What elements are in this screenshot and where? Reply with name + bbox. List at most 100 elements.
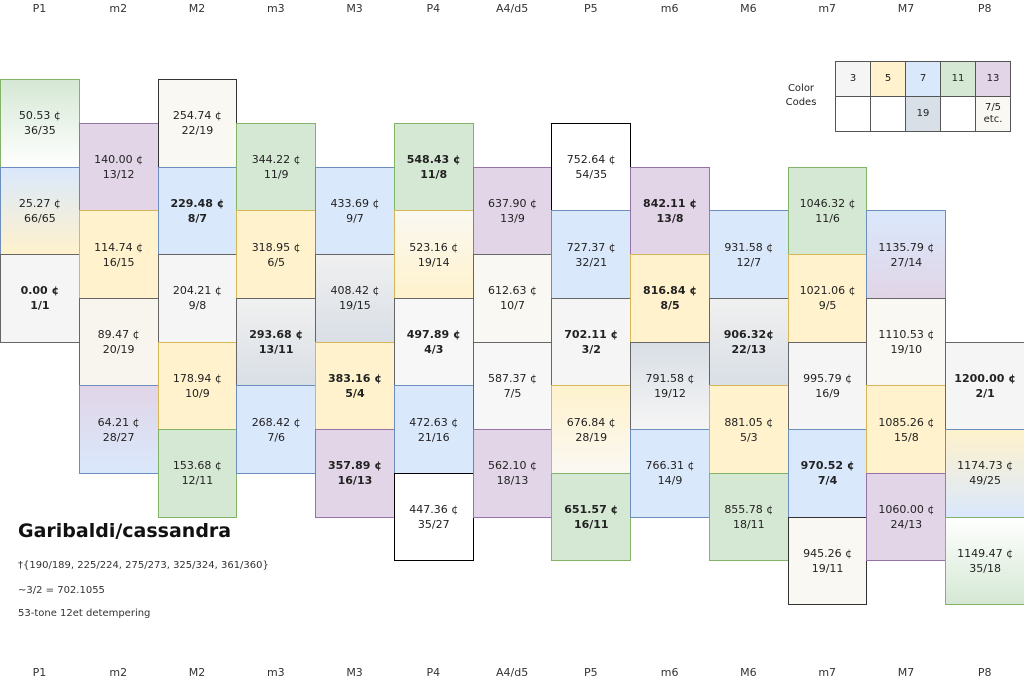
ratio: 49/25	[969, 474, 1001, 488]
interval-cell: 318.95 ¢ 6/5	[236, 210, 317, 299]
interval-cell: 766.31 ¢ 14/9	[630, 429, 710, 518]
interval-cell: 1085.26 ¢ 15/8	[866, 385, 947, 474]
legend-label: Color Codes	[785, 83, 817, 108]
interval-cell: 25.27 ¢ 66/65	[0, 166, 80, 255]
interval-cell: 651.57 ¢ 16/11	[551, 472, 632, 562]
interval-cell: 1149.47 ¢ 35/18	[945, 516, 1024, 605]
ratio: 36/35	[24, 124, 56, 138]
interval-cell: 881.05 ¢ 5/3	[708, 385, 789, 474]
interval-cell: 587.37 ¢ 7/5	[472, 341, 553, 430]
ratio: 28/27	[102, 430, 135, 444]
cents: 752.64 ¢	[566, 153, 616, 166]
interval-cell: 472.63 ¢ 21/16	[393, 385, 474, 474]
cents: 140.00 ¢	[94, 153, 144, 166]
interval-cell: 1135.79 ¢ 27/14	[866, 210, 947, 299]
ratio: 20/19	[102, 343, 135, 356]
cents: 1085.26 ¢	[878, 415, 935, 429]
cents: 1021.06 ¢	[799, 284, 856, 298]
cents: 970.52 ¢	[800, 459, 855, 473]
cents: 344.22 ¢	[251, 153, 301, 166]
column-header: M3	[346, 2, 363, 15]
interval-cell: 816.84 ¢ 8/5	[630, 254, 710, 343]
column-header: m3	[266, 2, 285, 15]
ratio: 7/6	[267, 430, 286, 444]
interval-cell: 254.74 ¢ 22/19	[157, 79, 238, 168]
interval-cell: 140.00 ¢ 13/12	[78, 122, 159, 212]
ratio: 7/5	[503, 386, 522, 400]
interval-cell: 931.58 ¢ 12/7	[708, 210, 789, 299]
interval-cell: 204.21 ¢ 9/8	[157, 254, 238, 343]
cents: 562.10 ¢	[488, 459, 537, 473]
ratio: 19/15	[339, 299, 371, 313]
ratio: 16/13	[337, 474, 373, 488]
cents: 89.47 ¢	[97, 328, 140, 341]
note: †{190/189, 225/224, 275/273, 325/324, 36…	[18, 560, 269, 571]
column-footer: A4/d5	[496, 666, 529, 679]
interval-cell: 855.78 ¢ 18/11	[708, 472, 789, 562]
ratio: 35/18	[969, 561, 1001, 575]
interval-cell: 408.42 ¢ 19/15	[315, 254, 395, 343]
interval-cell: 1021.06 ¢ 9/5	[787, 254, 868, 343]
column-header: m2	[109, 2, 128, 15]
ratio: 19/14	[417, 255, 450, 269]
legend-swatch: 3	[835, 61, 871, 97]
interval-cell: 89.47 ¢ 20/19	[78, 297, 159, 387]
column-header: m6	[660, 2, 679, 15]
interval-cell: 153.68 ¢ 12/11	[157, 429, 238, 518]
ratio: 16/9	[815, 386, 840, 400]
legend-swatch: 5	[870, 61, 906, 97]
column-footer: P5	[584, 666, 598, 679]
legend-swatch	[835, 96, 871, 132]
ratio: 4/3	[424, 343, 444, 356]
column-header: M2	[188, 2, 206, 15]
ratio: 9/8	[188, 299, 207, 313]
ratio: 13/12	[102, 168, 135, 181]
interval-cell: 1200.00 ¢ 2/1	[945, 341, 1024, 430]
column-footer: m3	[266, 666, 285, 679]
cents: 254.74 ¢	[172, 109, 222, 123]
cents: 1060.00 ¢	[878, 503, 935, 516]
cents: 1110.53 ¢	[878, 328, 935, 341]
cents: 50.53 ¢	[18, 109, 61, 123]
interval-cell: 433.69 ¢ 9/7	[315, 166, 395, 255]
ratio: 11/8	[420, 168, 448, 181]
ratio: 10/9	[185, 386, 210, 400]
cents: 318.95 ¢	[251, 240, 301, 254]
cents: 497.89 ¢	[406, 328, 461, 341]
ratio: 10/7	[500, 299, 525, 313]
ratio: 18/13	[496, 474, 529, 488]
cents: 1135.79 ¢	[878, 240, 935, 254]
interval-cell: 357.89 ¢ 16/13	[315, 429, 395, 518]
ratio: 32/21	[575, 255, 608, 269]
ratio: 19/11	[811, 561, 844, 575]
column-footer: M7	[897, 666, 915, 679]
cents: 268.42 ¢	[251, 415, 301, 429]
cents: 676.84 ¢	[566, 415, 616, 429]
interval-cell: 612.63 ¢ 10/7	[472, 254, 553, 343]
cents: 433.69 ¢	[330, 196, 380, 210]
column-footer: m6	[660, 666, 679, 679]
column-header: P1	[32, 2, 47, 15]
cents: 1200.00 ¢	[954, 371, 1016, 385]
cents: 906.32¢	[723, 328, 774, 341]
column-footer: P8	[977, 666, 992, 679]
ratio: 8/7	[187, 211, 208, 225]
interval-cell: 791.58 ¢ 19/12	[630, 341, 710, 430]
cents: 945.26 ¢	[803, 546, 853, 560]
ratio: 15/8	[893, 430, 919, 444]
title: Garibaldi/cassandra	[18, 520, 232, 542]
interval-cell: 497.89 ¢ 4/3	[393, 297, 474, 387]
interval-cell: 383.16 ¢ 5/4	[315, 341, 395, 430]
cents: 637.90 ¢	[488, 196, 537, 210]
ratio: 12/11	[181, 474, 214, 488]
ratio: 14/9	[657, 474, 683, 488]
ratio: 9/5	[818, 299, 837, 313]
interval-cell: 945.26 ¢ 19/11	[787, 516, 868, 605]
ratio: 12/7	[736, 255, 762, 269]
cents: 114.74 ¢	[94, 240, 144, 254]
cents: 472.63 ¢	[409, 415, 459, 429]
ratio: 16/15	[102, 255, 135, 269]
interval-cell: 702.11 ¢ 3/2	[551, 297, 632, 387]
cents: 178.94 ¢	[172, 371, 222, 385]
interval-cell: 64.21 ¢ 28/27	[78, 385, 159, 474]
